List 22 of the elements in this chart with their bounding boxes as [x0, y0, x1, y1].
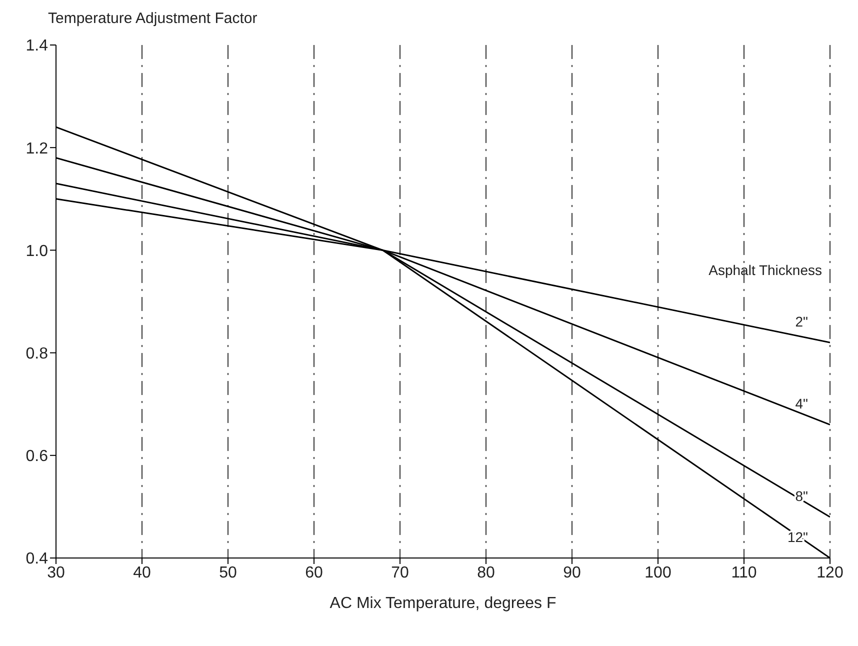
- legend-title: Asphalt Thickness: [708, 262, 822, 278]
- x-tick-label: 100: [644, 564, 672, 582]
- x-tick-label: 120: [816, 564, 844, 582]
- x-tick-label: 70: [391, 564, 409, 582]
- y-tick-label: 0.8: [26, 345, 48, 362]
- x-tick-label: 90: [563, 564, 581, 582]
- x-tick-label: 60: [305, 564, 323, 582]
- x-tick-label: 40: [133, 564, 151, 582]
- y-tick-label: 1.4: [26, 38, 48, 55]
- x-axis-title: AC Mix Temperature, degrees F: [330, 595, 556, 612]
- series-label: 8": [795, 488, 808, 504]
- x-tick-label: 30: [47, 564, 65, 582]
- y-tick-label: 0.4: [26, 550, 48, 568]
- series-label: 2": [795, 314, 808, 330]
- x-tick-label: 50: [219, 564, 237, 582]
- series-label: 4": [795, 396, 808, 412]
- y-tick-label: 1.2: [26, 140, 48, 158]
- y-axis-title: Temperature Adjustment Factor: [48, 10, 258, 27]
- x-tick-label: 80: [477, 564, 495, 582]
- x-tick-label: 110: [731, 564, 757, 582]
- y-tick-label: 1.0: [26, 242, 48, 260]
- y-tick-label: 0.6: [26, 448, 48, 466]
